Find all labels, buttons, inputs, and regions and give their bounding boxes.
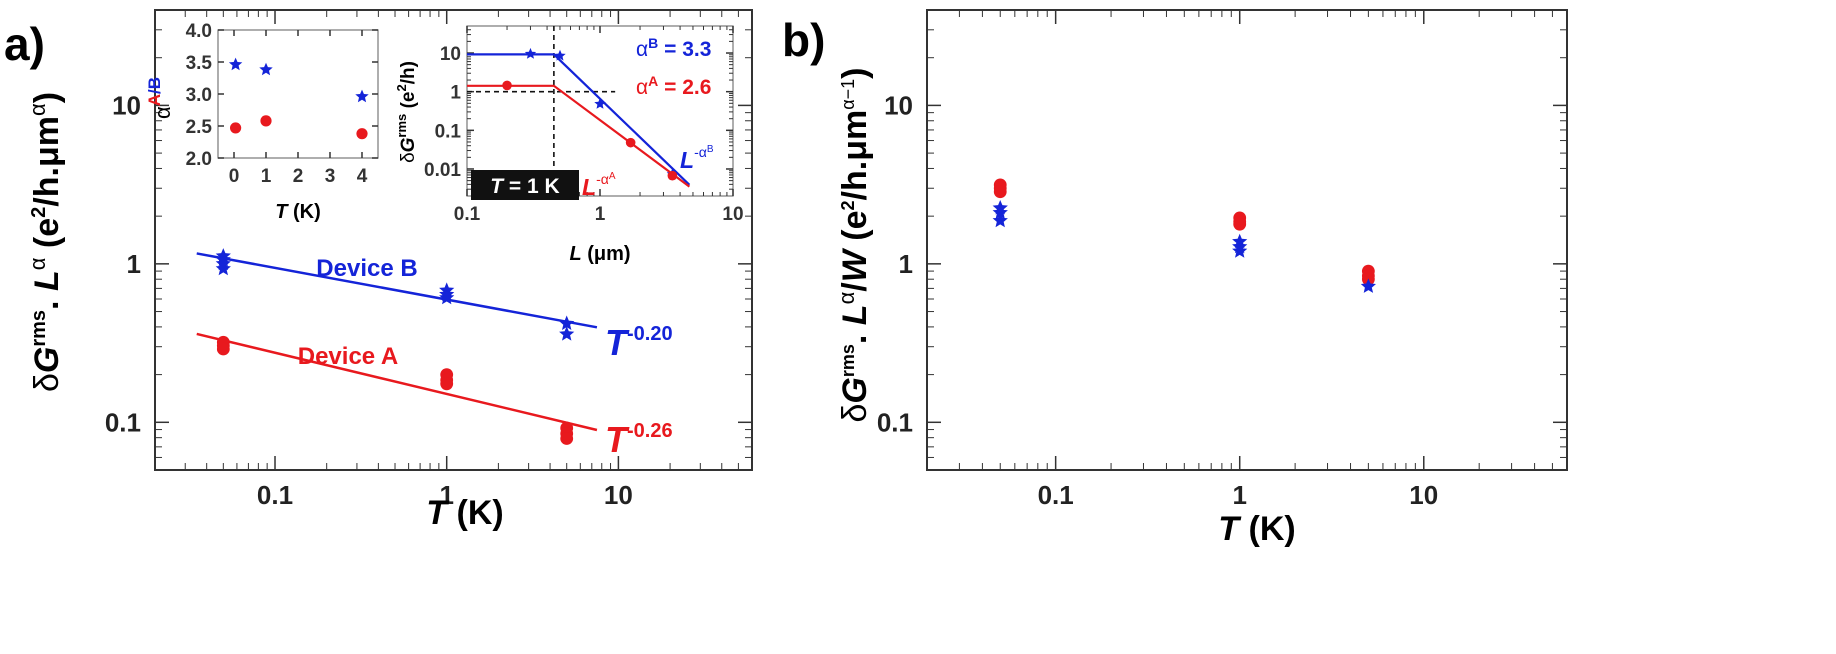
panel-b-data-points [992,178,1376,293]
inset-1-ticks: 0 1 2 3 4 2.0 2.5 3.0 3.5 4.0 [186,21,378,187]
inset-2-y-axis-title: δGrms (e2/h) [394,61,419,163]
data-point-device-b [215,260,231,276]
inset-1-point-a [356,128,368,140]
inset-1-x-axis-title: T (K) [275,201,321,223]
x-tick-label: 3 [325,166,336,187]
inset-2-data-points [502,47,679,181]
panel-a-y-axis-title: δGrms. Lα (e2/h.μmα) [25,92,66,392]
temperature-badge-text: T = 1 K [490,175,559,198]
inset-2-point-b [554,49,566,61]
temperature-badge [471,170,579,200]
panel-b-y-axis-title: δGrms. Lα/W (e2/h.μmα−1) [834,67,874,422]
y-tick-label: 3.0 [186,85,212,106]
inset-2-point-a [625,137,636,148]
x-tick-label: 1 [1232,480,1246,510]
inset-1-point-b [355,89,369,103]
y-tick-label: 10 [884,90,913,120]
y-tick-label: 10 [440,44,461,65]
y-tick-label: 0.1 [877,407,913,437]
inset-1-frame [217,29,379,159]
inset-2-legend-alpha-a: αA = 2.6 [636,73,711,99]
panel-b-point-b [1232,243,1248,258]
x-tick-label: 1 [261,166,272,187]
inset-1-y-axis-title: αA/B [145,77,175,119]
inset-2-fit-lines [467,53,691,188]
x-tick-label: 4 [357,166,368,187]
x-tick-label: 10 [722,204,743,225]
panel-a-x-axis-title: T (K) [426,494,503,532]
data-point-device-b [559,315,575,330]
data-point-device-a [216,342,230,356]
inset-2-ticks: 0.1 1 10 0.01 0.1 1 10 [424,26,744,225]
inset-2-point-b [524,47,537,59]
fit-line-device-b [196,252,598,329]
x-tick-label: 0.1 [257,480,293,510]
inset-2-point-a [667,170,678,181]
x-tick-label: 10 [604,480,633,510]
panel-b-point-b [992,204,1008,220]
inset-2-point-a [502,80,512,91]
y-tick-label: 3.5 [186,53,213,74]
panel-b-point-b [992,212,1008,228]
y-tick-label: 2.5 [186,117,213,138]
x-tick-label: 0 [229,166,240,187]
device-a-label: Device A [298,343,399,370]
panel-a-label: a) [4,18,45,70]
data-point-device-a [560,432,574,445]
inset-1-point-b [228,57,243,71]
inset-1-point-b [259,62,273,76]
inset-2-point-b [594,98,606,109]
y-tick-label: 1 [899,249,913,279]
power-law-a-label: T-0.26 [605,419,673,460]
panel-a-fit-lines [196,252,598,432]
panel-b-point-a [1233,217,1247,231]
y-tick-label: 1 [450,83,461,104]
inset-dg-vs-l: 0.1 1 10 0.01 0.1 1 10 L (μm) δGrms (e2/h) αB … [394,25,744,265]
inset-2-slope-a-label: L-αA [582,171,616,200]
y-tick-label: 1 [127,249,141,279]
y-tick-label: 2.0 [186,149,212,170]
panel-a-data-points [215,248,575,445]
device-b-label: Device B [316,255,417,282]
panel-b-ticks: 0.1 1 10 0.1 1 10 [877,10,1567,510]
panel-b-point-b [1360,278,1376,293]
inset-2-line-a [467,84,691,188]
inset-2-slope-b-label: L-αB [680,144,714,173]
x-tick-label: 2 [293,166,304,187]
data-point-device-a [440,377,454,391]
inset-1-data-points [228,57,369,140]
panel-b-label: b) [782,14,825,66]
data-point-device-b [439,289,455,305]
inset-1-point-a [230,122,242,134]
power-law-b-label: T-0.20 [605,322,673,363]
y-tick-label: 0.1 [435,121,462,142]
x-tick-label: 1 [595,204,606,225]
inset-1-point-a [260,115,272,127]
y-tick-label: 0.01 [424,160,461,181]
inset-2-x-axis-title: L (μm) [569,243,630,265]
x-tick-label: 0.1 [1038,480,1074,510]
panel-b-point-a [993,185,1007,199]
inset-2-line-b [467,53,691,186]
panel-b-plot-frame [926,9,1568,471]
fit-line-device-a [196,332,598,432]
y-tick-label: 4.0 [186,21,212,42]
inset-2-legend-alpha-b: αB = 3.3 [636,35,711,61]
panel-a-plot-frame [154,9,753,471]
data-point-device-b [559,326,575,341]
x-tick-label: 10 [1409,480,1438,510]
x-tick-label: 1 [439,480,453,510]
y-tick-label: 10 [112,90,141,120]
y-tick-label: 0.1 [105,407,141,437]
panel-b-x-axis-title: T (K) [1218,510,1295,548]
inset-alpha-vs-t: 0 1 2 3 4 2.0 2.5 3.0 3.5 4.0 T (K) αA/B [145,21,379,223]
panel-b: b) 0.1 1 10 0.1 1 10 T (K) δGrms. Lα/W (e2/h.… [782,9,1568,548]
x-tick-label: 0.1 [454,204,481,225]
